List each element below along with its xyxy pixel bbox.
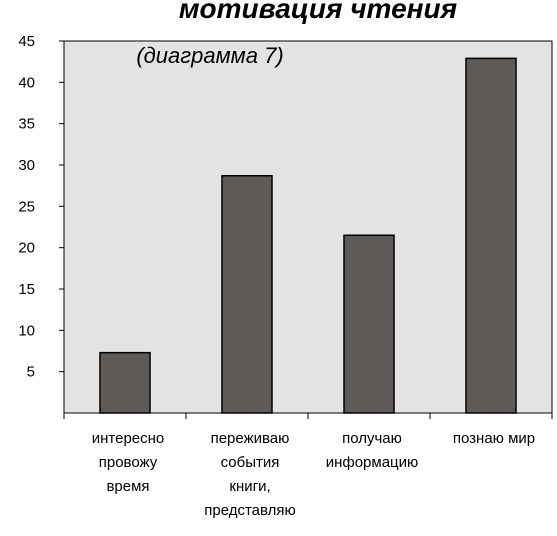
bars-group (99, 57, 517, 414)
y-tick-label: 10 (18, 322, 35, 339)
y-tick-label: 35 (18, 116, 35, 133)
y-tick-label: 25 (18, 198, 35, 215)
bar (465, 57, 517, 414)
bar (99, 351, 151, 414)
x-category-label: познаю мир (453, 430, 535, 447)
x-category-label: переживаю события книги, представляю (204, 430, 296, 519)
y-axis: 5 10 15 20 25 30 35 40 45 (18, 33, 65, 413)
y-tick-label: 30 (18, 157, 35, 174)
chart-title: мотивация чтения (179, 0, 457, 24)
y-tick-label: 45 (18, 33, 35, 50)
x-category-label: получаю информацию (326, 430, 419, 471)
bar (343, 234, 395, 414)
chart-subtitle: (диаграмма 7) (136, 43, 283, 68)
y-tick-label: 40 (18, 74, 35, 91)
y-tick-label: 15 (18, 281, 35, 298)
bar (221, 174, 273, 414)
y-tick-label: 5 (27, 364, 35, 381)
y-tick-label: 20 (18, 240, 35, 257)
x-category-label: интересно провожу время (92, 430, 165, 495)
x-axis: интересно провожу время переживаю события кни… (63, 413, 553, 519)
